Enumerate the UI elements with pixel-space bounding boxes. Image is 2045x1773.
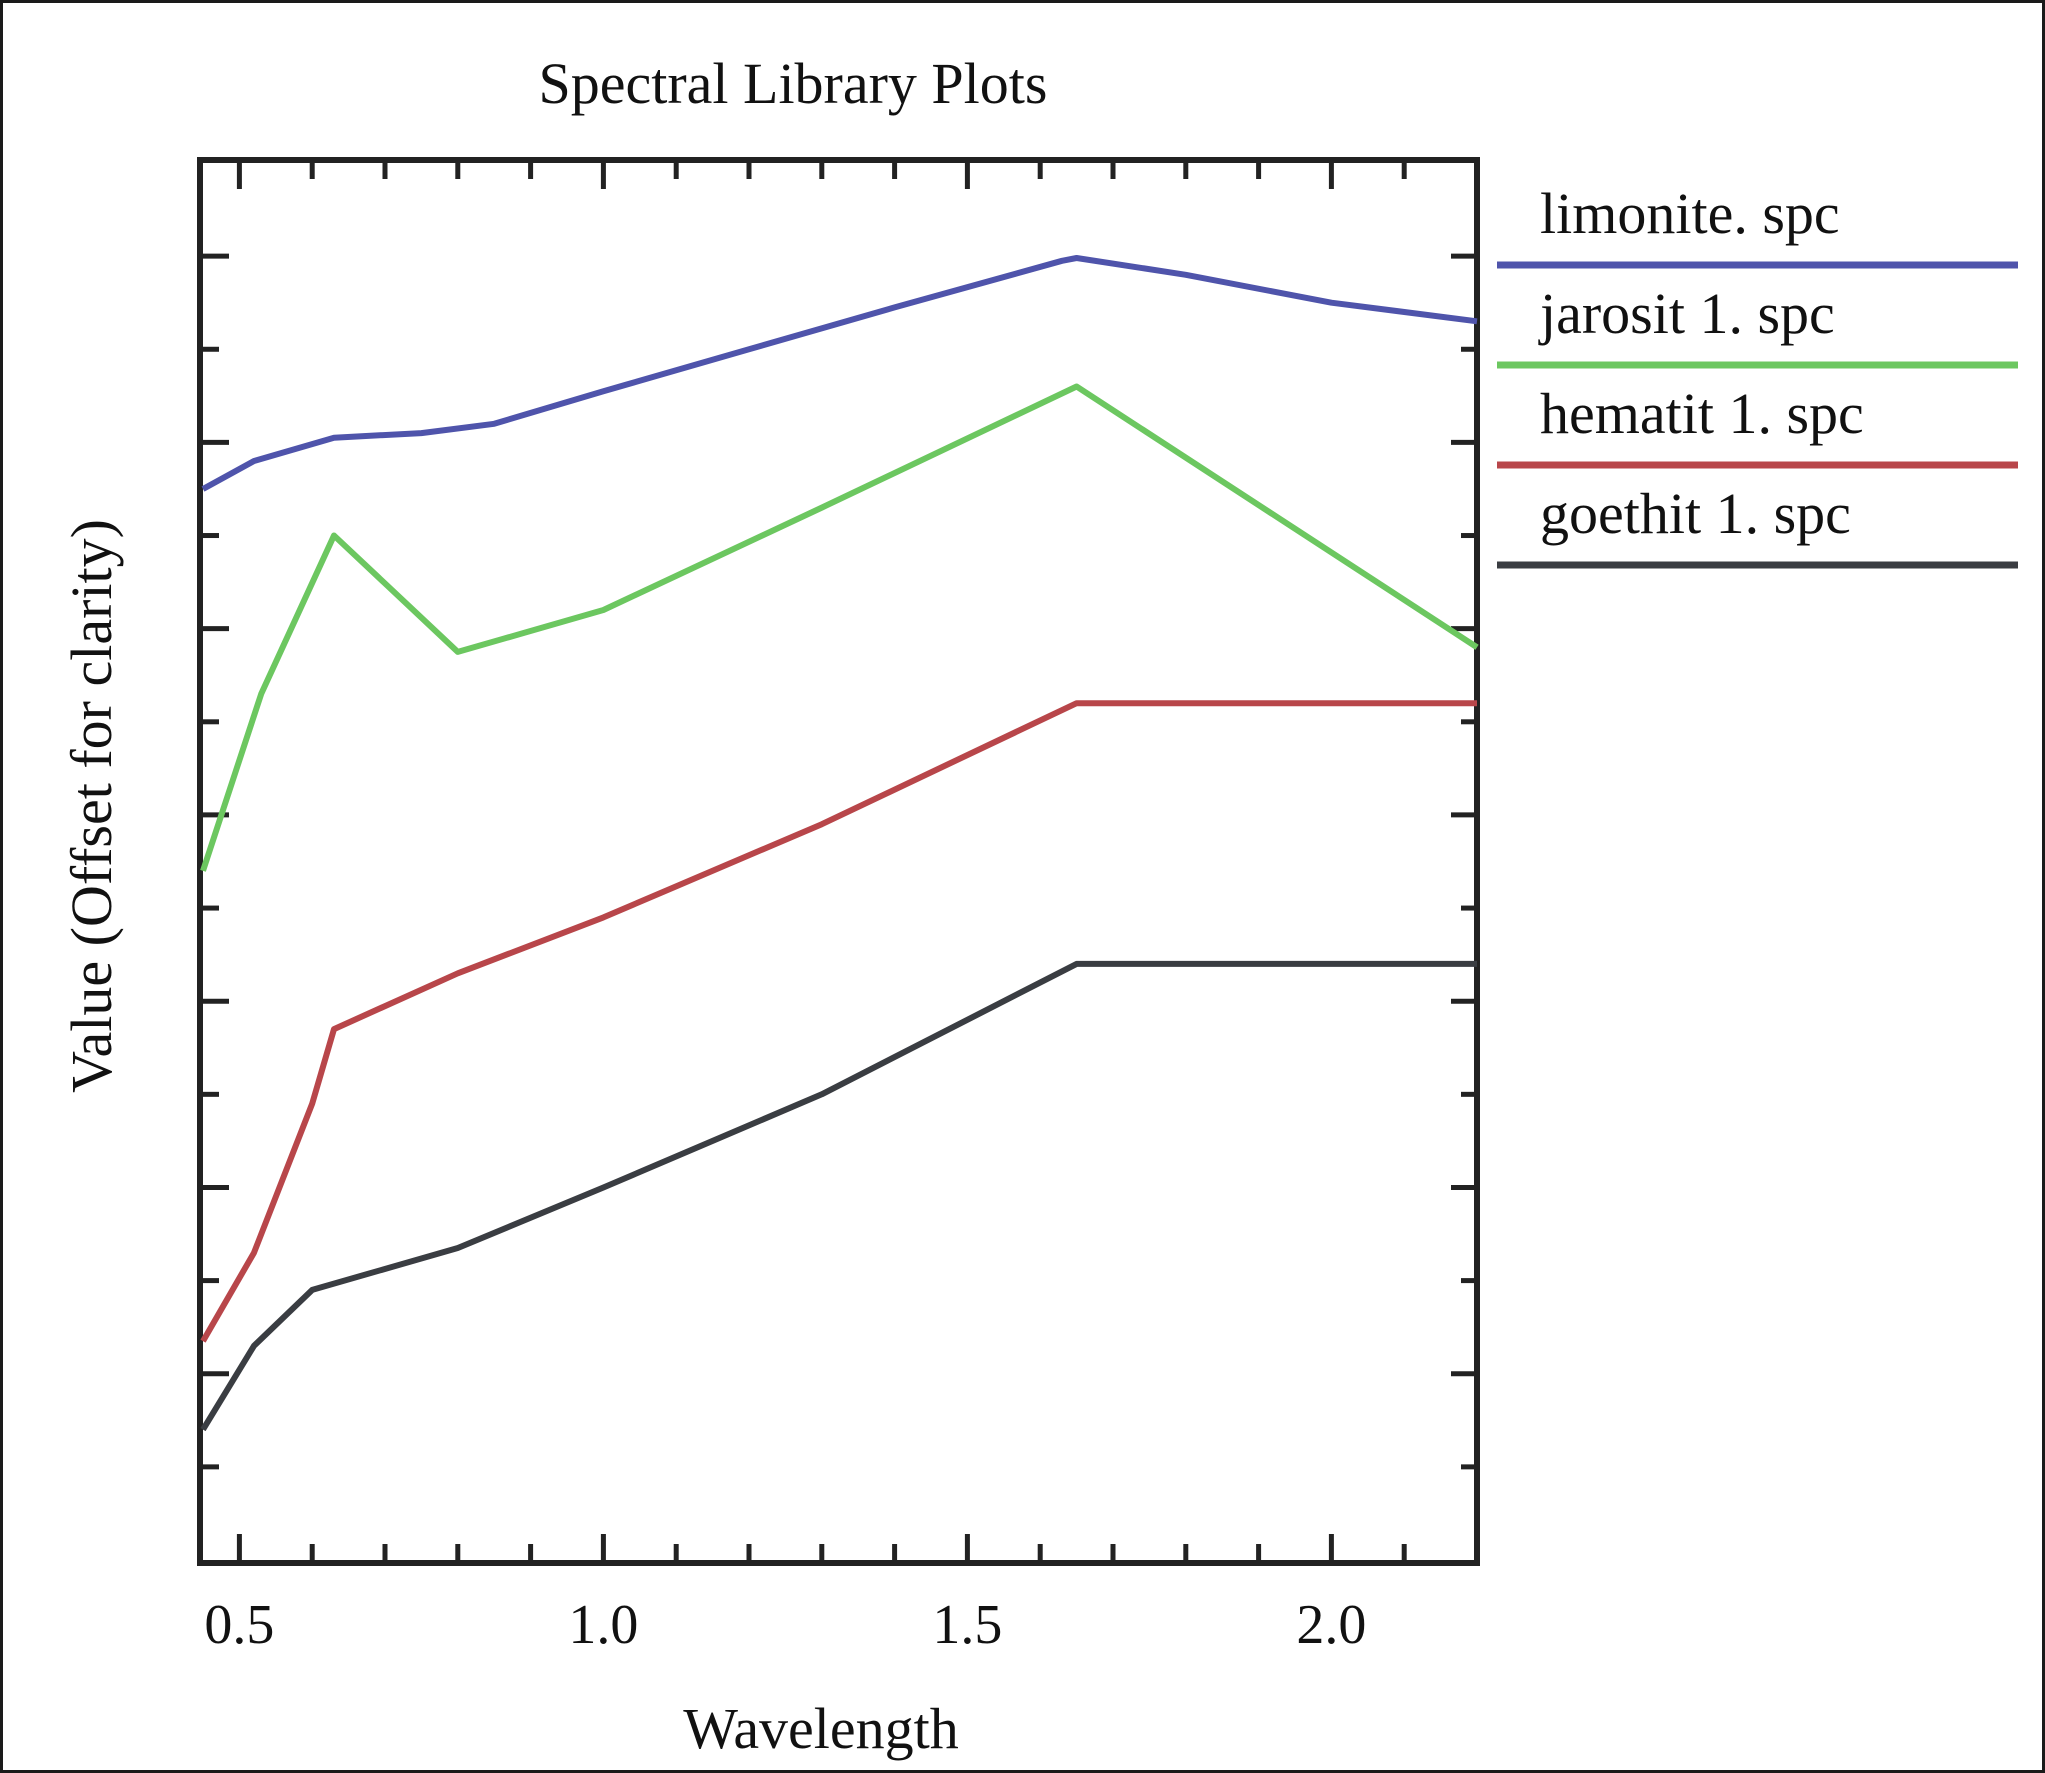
spectral-line-chart: Spectral Library Plots Value (Offset for… [59, 51, 2018, 1761]
legend-label: goethit 1. spc [1540, 481, 1851, 546]
series-line-3 [200, 960, 1477, 1432]
series-lines [200, 255, 1479, 1432]
x-tick-label: 1.5 [932, 1594, 1002, 1656]
y-axis-label: Value (Offset for clarity) [59, 519, 124, 1093]
x-tick-label: 2.0 [1296, 1594, 1366, 1656]
x-tick-labels: 0.5 1.0 1.5 2.0 [204, 1594, 1366, 1656]
legend: limonite. spc jarosit 1. spc hematit 1. sp… [1497, 181, 2018, 569]
legend-label: limonite. spc [1540, 181, 1840, 246]
x-tick-label: 0.5 [204, 1594, 274, 1656]
series-line-1 [200, 383, 1479, 872]
legend-label: hematit 1. spc [1540, 381, 1864, 446]
legend-label: jarosit 1. spc [1538, 281, 1835, 346]
series-line-0 [201, 255, 1478, 492]
x-tick-label: 1.0 [568, 1594, 638, 1656]
plot-area-border [197, 157, 1480, 1566]
x-axis-label: Wavelength [683, 1696, 959, 1761]
series-line-2 [200, 700, 1477, 1343]
axis-ticks [203, 163, 1477, 1560]
chart-title: Spectral Library Plots [538, 51, 1047, 116]
